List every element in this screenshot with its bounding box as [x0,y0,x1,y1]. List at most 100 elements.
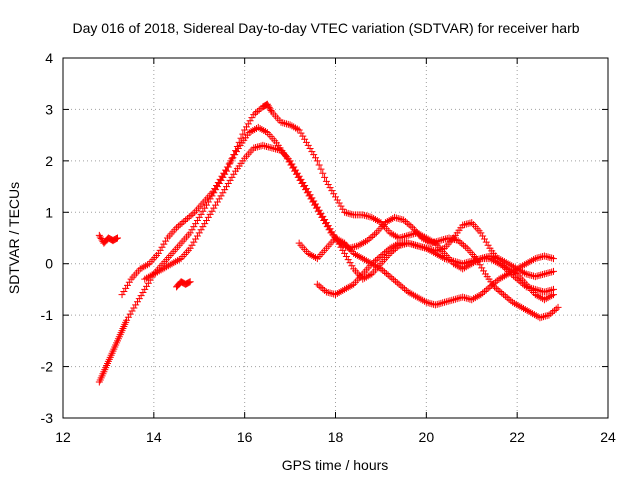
data-point [346,282,354,290]
data-point [397,282,405,290]
data-point [335,199,343,207]
data-point [317,283,325,291]
data-point [460,259,468,267]
data-point [250,144,258,152]
data-point [186,278,194,286]
data-point [402,232,410,240]
data-point [185,213,193,221]
data-point [229,154,237,162]
data-point [312,254,320,262]
data-point [255,142,263,150]
data-point [220,169,228,177]
data-point [250,111,258,119]
data-point [395,280,403,288]
data-point [333,196,341,204]
data-point [495,275,503,283]
data-point [477,255,485,263]
data-point [460,221,468,229]
data-point [264,102,272,110]
data-point [493,254,501,262]
data-point [279,119,287,127]
data-point [361,238,369,246]
data-point [282,120,290,128]
data-point [201,220,209,228]
data-point [459,293,467,301]
data-point [547,310,555,318]
data-point [491,278,499,286]
data-point [393,240,401,248]
data-point [341,249,349,257]
data-point [462,259,470,267]
data-point [306,191,314,199]
data-point [476,261,484,269]
data-point [439,299,447,307]
data-point [533,272,541,280]
data-point [97,235,105,243]
data-point [128,307,136,315]
y-tick-label: -2 [41,359,54,375]
data-point [361,211,369,219]
data-point [351,243,359,251]
data-point [527,309,535,317]
data-point [533,254,541,262]
data-point [401,285,409,293]
data-point [286,121,294,129]
data-point [441,255,448,263]
data-point [391,277,399,285]
data-point [144,273,152,281]
data-point [535,286,543,294]
data-point [239,130,247,138]
data-point [421,297,429,305]
data-point [523,307,531,315]
data-point [539,271,547,279]
data-point [369,232,377,240]
data-point [137,292,145,300]
data-point [232,148,240,156]
data-point [512,300,520,308]
data-point [272,145,280,153]
data-point [224,179,232,187]
data-point [519,268,527,276]
data-point [413,293,421,301]
data-point [208,207,216,215]
data-point [424,245,432,253]
data-point [324,222,332,230]
data-point [427,239,435,247]
data-point [339,246,347,254]
data-point [488,281,496,289]
data-point [339,286,347,294]
data-point [513,275,521,283]
data-point [158,243,166,251]
data-point [462,294,470,302]
data-point [326,225,334,233]
data-point [122,284,130,292]
data-point [319,212,327,220]
y-tick-label: 3 [45,101,53,117]
data-point [231,151,239,159]
data-point [500,291,508,299]
data-point [275,146,283,154]
data-point [339,238,347,246]
data-point [462,220,470,228]
data-point [143,282,151,290]
data-point [471,294,479,302]
data-point [168,260,176,268]
data-point [388,243,396,251]
data-point [306,250,314,258]
data-point [498,289,506,297]
data-point [444,256,452,264]
data-point [209,188,217,196]
data-point [360,239,368,247]
data-point [530,285,538,293]
data-point [470,257,478,265]
data-point [403,219,411,227]
data-point [118,291,126,299]
y-tick-label: 2 [45,153,53,169]
data-point [301,135,309,143]
data-point [479,289,487,297]
data-point [501,292,509,300]
data-point [370,258,378,266]
data-point [522,260,530,268]
data-point [152,269,160,277]
